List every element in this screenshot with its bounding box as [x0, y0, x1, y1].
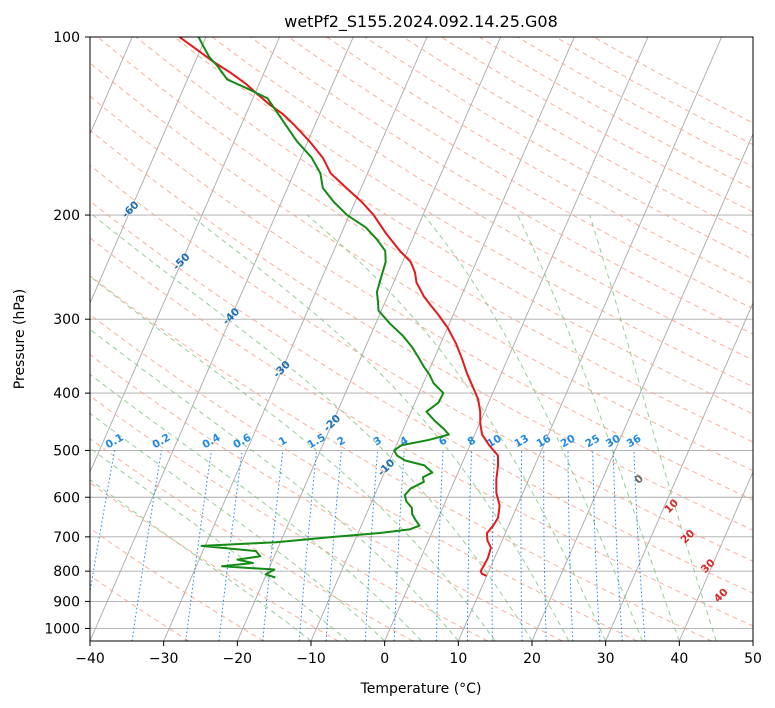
x-tick-label: −20 [223, 651, 253, 667]
profiles [178, 37, 501, 579]
moist-adiabat-line [90, 275, 496, 641]
isotherm-line [163, 37, 428, 641]
y-tick-label: 1000 [44, 621, 80, 637]
dry-adiabat-line [250, 37, 753, 335]
x-tick-label: 50 [744, 651, 762, 667]
dry-adiabat-line [90, 482, 339, 641]
isotherm-line [678, 470, 753, 641]
moist-adiabat-line [589, 214, 717, 641]
x-tick-label: −10 [296, 651, 326, 667]
moist-adiabat-line [517, 214, 680, 641]
y-axis-label: Pressure (hPa) [12, 289, 28, 389]
mixing-ratio-line [262, 450, 284, 641]
dry-adiabat-line [90, 200, 753, 594]
y-axis-ticks: 100 200 300 400 500 600 700 800 900 1000 [44, 30, 90, 637]
isotherm-line [236, 37, 502, 641]
y-tick-label: 700 [53, 530, 80, 546]
isotherm-line [384, 37, 649, 641]
dry-adiabat-line [90, 314, 638, 641]
dry-adiabat-line [90, 129, 753, 531]
mixing-ratio-line [218, 450, 243, 641]
dewpoint-profile-line [197, 37, 450, 579]
dry-adiabat-line [90, 275, 712, 641]
mixing-ratio-line [185, 450, 212, 641]
mixing-ratio-line [90, 450, 116, 595]
isotherm-line [605, 301, 753, 641]
x-tick-label: 0 [380, 651, 389, 667]
dry-adiabat-line [97, 37, 753, 443]
dry-adiabat-line [173, 37, 753, 388]
y-tick-label: 400 [53, 386, 80, 402]
isotherm-line [90, 37, 281, 474]
moist-adiabat-line [306, 214, 607, 641]
moist-adiabat-line [90, 412, 386, 641]
y-tick-label: 500 [53, 443, 80, 459]
y-tick-label: 300 [53, 312, 80, 328]
x-axis-label: Temperature (°C) [360, 681, 482, 697]
moist-adiabat-line [90, 328, 459, 641]
x-tick-label: −30 [149, 651, 179, 667]
x-axis-ticks: −40 −30 −20 −10 0 10 20 30 40 50 [75, 641, 762, 667]
background-lines [90, 37, 753, 641]
moist-adiabat-line [423, 214, 643, 641]
isotherm-line [90, 37, 207, 305]
temperature-profile-line [178, 37, 501, 577]
y-tick-label: 100 [53, 30, 80, 46]
x-tick-label: 10 [449, 651, 467, 667]
moist-adiabat-line [92, 214, 533, 641]
isotherm-line [531, 132, 753, 641]
mixing-ratio-line [131, 450, 162, 641]
y-tick-label: 900 [53, 594, 80, 610]
y-tick-label: 600 [53, 490, 80, 506]
dry-adiabat-line [90, 237, 753, 627]
dry-adiabat-line [90, 395, 488, 641]
dry-adiabat-line [90, 438, 414, 641]
x-tick-label: −40 [75, 651, 105, 667]
chart-title: wetPf2_S155.2024.092.14.25.G08 [284, 12, 558, 32]
y-tick-label: 200 [53, 208, 80, 224]
dry-adiabat-line [90, 164, 753, 562]
moist-adiabat-line [90, 373, 422, 641]
isotherm-line [310, 37, 575, 641]
dry-adiabat-line [90, 354, 563, 641]
isotherm-line [90, 37, 354, 641]
dry-adiabat-line [90, 95, 753, 501]
x-tick-label: 30 [597, 651, 615, 667]
y-tick-label: 800 [53, 564, 80, 580]
moist-adiabat-line [90, 479, 312, 641]
dry-adiabat-line [326, 37, 753, 285]
isotherm-line [457, 37, 723, 641]
x-tick-label: 40 [670, 651, 688, 667]
x-tick-label: 20 [523, 651, 541, 667]
moist-adiabat-line [189, 214, 570, 641]
plot-frame [89, 36, 754, 642]
